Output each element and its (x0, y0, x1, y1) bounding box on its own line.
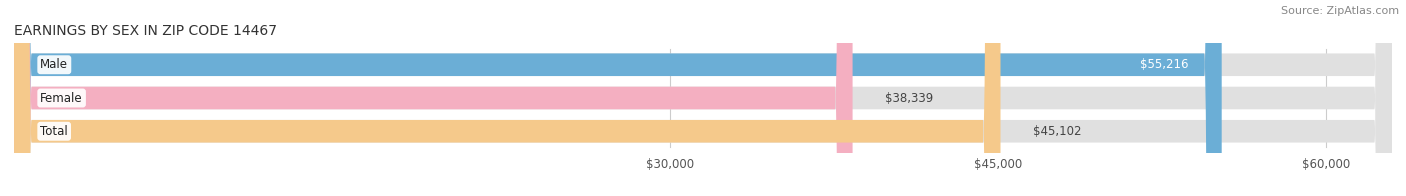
Text: EARNINGS BY SEX IN ZIP CODE 14467: EARNINGS BY SEX IN ZIP CODE 14467 (14, 24, 277, 38)
FancyBboxPatch shape (14, 0, 1392, 196)
Text: $45,102: $45,102 (1033, 125, 1081, 138)
Text: Source: ZipAtlas.com: Source: ZipAtlas.com (1281, 6, 1399, 16)
Text: Female: Female (41, 92, 83, 104)
FancyBboxPatch shape (14, 0, 852, 196)
Text: $55,216: $55,216 (1140, 58, 1189, 71)
FancyBboxPatch shape (14, 0, 1001, 196)
Text: Total: Total (41, 125, 67, 138)
FancyBboxPatch shape (14, 0, 1392, 196)
Text: Male: Male (41, 58, 69, 71)
Text: $38,339: $38,339 (886, 92, 934, 104)
FancyBboxPatch shape (14, 0, 1222, 196)
FancyBboxPatch shape (14, 0, 1392, 196)
